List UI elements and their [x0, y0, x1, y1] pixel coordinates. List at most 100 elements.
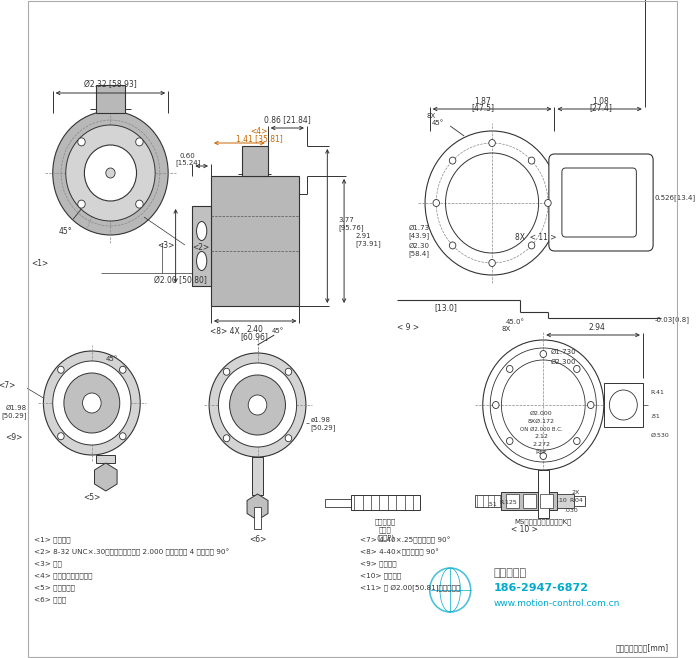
Circle shape: [83, 393, 101, 413]
Text: <1> 标准机壳: <1> 标准机壳: [34, 537, 71, 544]
Circle shape: [248, 395, 267, 415]
FancyBboxPatch shape: [549, 154, 653, 251]
Text: 西安德伍拓: 西安德伍拓: [494, 568, 527, 578]
Text: <11> 在 Ø2.00[50.81]螺栓圆图图: <11> 在 Ø2.00[50.81]螺栓圆图图: [360, 584, 461, 592]
Circle shape: [120, 433, 126, 440]
Bar: [325, 499, 351, 507]
Text: R.125: R.125: [499, 499, 517, 505]
Text: <4> 轴套的轴槽最大深度: <4> 轴套的轴槽最大深度: [34, 572, 92, 579]
Text: 45°: 45°: [432, 120, 444, 126]
Bar: [538, 470, 549, 518]
Text: [58.4]: [58.4]: [408, 251, 429, 257]
Text: < 10 >: < 10 >: [511, 526, 538, 534]
Text: Ø1.98: Ø1.98: [6, 405, 27, 411]
Circle shape: [230, 375, 286, 435]
Text: <10> 相关参数: <10> 相关参数: [360, 572, 401, 579]
Text: 可选穿板式: 可选穿板式: [374, 519, 395, 525]
Text: 2.94: 2.94: [589, 322, 606, 332]
Circle shape: [493, 401, 499, 409]
Circle shape: [507, 438, 513, 445]
Text: 2.40: 2.40: [246, 324, 263, 334]
Circle shape: [106, 168, 115, 178]
Circle shape: [52, 111, 168, 235]
Circle shape: [64, 373, 120, 433]
Text: REF: REF: [536, 451, 547, 455]
Text: 1.41 [35.81]: 1.41 [35.81]: [236, 134, 283, 143]
Circle shape: [57, 367, 64, 373]
Bar: [501, 492, 557, 510]
Circle shape: [433, 199, 440, 207]
Circle shape: [528, 242, 535, 249]
Circle shape: [540, 351, 547, 357]
Circle shape: [489, 139, 496, 147]
Circle shape: [136, 200, 143, 208]
Circle shape: [52, 361, 131, 445]
Text: [50.29]: [50.29]: [311, 424, 336, 432]
Circle shape: [489, 259, 496, 266]
Text: 1.08: 1.08: [593, 97, 610, 105]
Text: 2.12: 2.12: [535, 434, 548, 440]
Text: 1.87: 1.87: [475, 97, 491, 105]
Text: Ø2.30: Ø2.30: [408, 243, 429, 249]
Circle shape: [507, 365, 513, 372]
Bar: [211, 176, 300, 306]
Circle shape: [223, 435, 230, 442]
Text: [95.76]: [95.76]: [339, 224, 364, 232]
Text: [13.0]: [13.0]: [435, 303, 457, 313]
Bar: [351, 495, 421, 510]
Text: ø1.98: ø1.98: [311, 417, 330, 423]
Text: 2.272: 2.272: [533, 442, 550, 447]
Text: <5>: <5>: [83, 492, 101, 501]
Text: < 9 >: < 9 >: [397, 324, 419, 332]
Text: Ø1.730: Ø1.730: [551, 349, 576, 355]
Bar: [540, 494, 552, 508]
Polygon shape: [247, 494, 268, 520]
Text: 连接器: 连接器: [379, 526, 391, 533]
Bar: [604, 383, 643, 427]
Text: 3.77: 3.77: [339, 217, 354, 223]
Text: <5> 双冗余输出: <5> 双冗余输出: [34, 585, 75, 592]
Text: [60.96]: [60.96]: [241, 332, 269, 342]
Text: Ø2.32 [58.93]: Ø2.32 [58.93]: [84, 80, 136, 89]
Bar: [96, 85, 125, 113]
FancyBboxPatch shape: [562, 168, 636, 237]
Circle shape: [545, 199, 551, 207]
Ellipse shape: [197, 251, 206, 270]
Bar: [506, 494, 519, 508]
Text: 45°: 45°: [59, 226, 73, 236]
Text: <1>: <1>: [32, 259, 48, 268]
Circle shape: [449, 242, 456, 249]
Text: <7>: <7>: [0, 380, 15, 390]
Text: 45°: 45°: [106, 356, 118, 362]
Circle shape: [573, 438, 580, 445]
Bar: [254, 507, 261, 529]
Text: [50.29]: [50.29]: [1, 413, 27, 419]
Text: [47.5]: [47.5]: [471, 103, 494, 113]
Text: 2.91: 2.91: [356, 233, 371, 239]
Text: 45.0°: 45.0°: [506, 319, 525, 325]
Text: 8X: 8X: [501, 326, 511, 332]
Text: 8XØ.172: 8XØ.172: [528, 418, 555, 424]
Circle shape: [43, 351, 140, 455]
Text: 0.526[13.4]: 0.526[13.4]: [655, 195, 696, 201]
Text: [15.24]: [15.24]: [175, 160, 200, 166]
Text: <3>: <3>: [158, 241, 175, 251]
Text: 186-2947-6872: 186-2947-6872: [494, 583, 589, 593]
Circle shape: [57, 433, 64, 440]
Circle shape: [223, 368, 230, 375]
Circle shape: [85, 145, 136, 201]
Text: [43.9]: [43.9]: [408, 233, 429, 240]
Text: R.41: R.41: [650, 390, 664, 395]
Bar: [557, 494, 574, 508]
Circle shape: [285, 435, 292, 442]
Circle shape: [285, 368, 292, 375]
Circle shape: [78, 138, 85, 146]
Text: <3> 孔径: <3> 孔径: [34, 561, 62, 567]
Text: <7> 4-40×.25（深）间隔 90°: <7> 4-40×.25（深）间隔 90°: [360, 536, 450, 544]
Text: Ø1.73: Ø1.73: [408, 225, 429, 231]
Text: <9>: <9>: [6, 434, 23, 442]
Text: .81: .81: [650, 415, 660, 420]
Text: R.04: R.04: [569, 497, 583, 503]
Text: .51: .51: [487, 503, 497, 507]
Text: <2>: <2>: [193, 243, 209, 251]
